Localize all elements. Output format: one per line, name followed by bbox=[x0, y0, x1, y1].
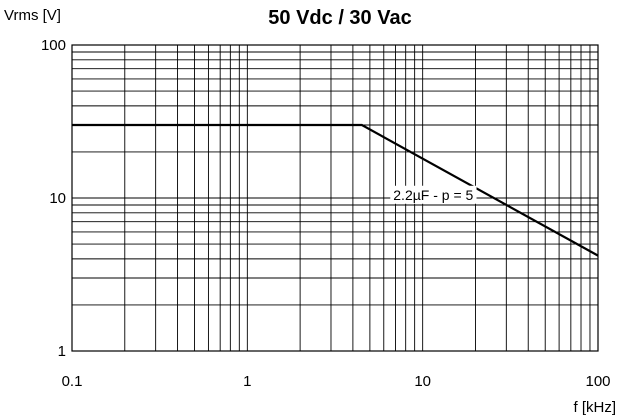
tick-labels: 0.1 1 10 100 1 10 100 bbox=[41, 37, 611, 390]
x-axis-label: f [kHz] bbox=[573, 399, 616, 416]
y-tick-label: 1 bbox=[58, 343, 66, 360]
grid bbox=[72, 45, 598, 351]
x-tick-label: 100 bbox=[585, 373, 610, 390]
series-line-1 bbox=[72, 123, 599, 257]
x-tick-label: 0.1 bbox=[62, 373, 83, 390]
annotation-background bbox=[390, 185, 477, 204]
annotation-label: 2.2µF - p = 5 bbox=[393, 187, 473, 203]
series-layer bbox=[72, 123, 599, 257]
y-tick-label: 10 bbox=[49, 190, 66, 207]
plot-frame bbox=[71, 44, 599, 352]
x-tick-label: 10 bbox=[414, 373, 431, 390]
x-tick-label: 1 bbox=[243, 373, 251, 390]
annotation-layer: 2.2µF - p = 5 bbox=[390, 185, 477, 204]
chart-title: 50 Vdc / 30 Vac bbox=[268, 7, 411, 29]
y-tick-label: 100 bbox=[41, 37, 66, 54]
y-axis-label: Vrms [V] bbox=[4, 7, 61, 24]
